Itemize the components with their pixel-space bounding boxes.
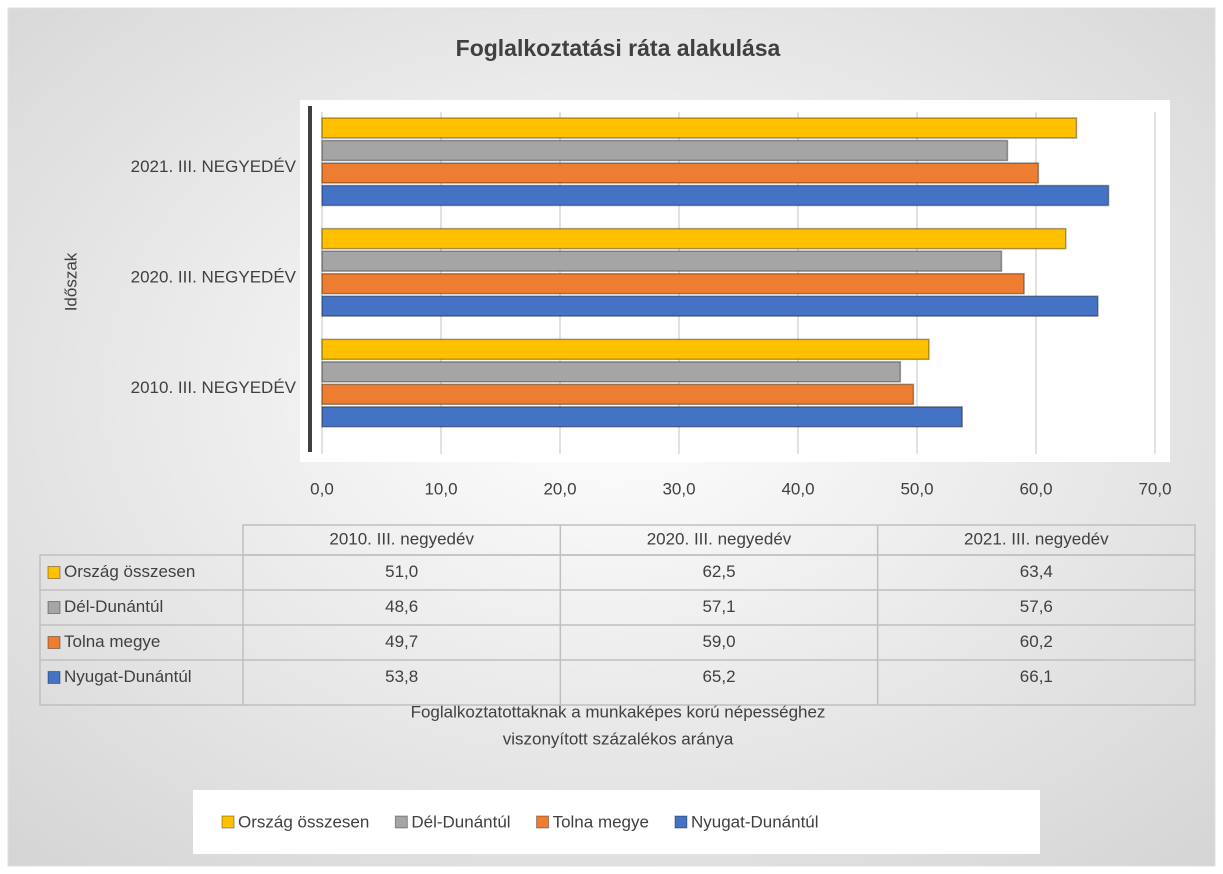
x-tick-label: 30,0 bbox=[662, 479, 695, 498]
chart-title: Foglalkoztatási ráta alakulása bbox=[456, 35, 781, 61]
legend-key bbox=[47, 671, 61, 684]
table-header: 2021. III. negyedév bbox=[964, 529, 1109, 548]
table-cell: 62,5 bbox=[702, 562, 735, 581]
table-header: 2020. III. negyedév bbox=[647, 529, 792, 548]
table-cell: 59,0 bbox=[702, 632, 735, 651]
x-axis-title: viszonyított százalékos aránya bbox=[503, 729, 734, 748]
x-tick-label: 70,0 bbox=[1138, 479, 1171, 498]
table-cell: 48,6 bbox=[385, 597, 418, 616]
table-cell: 49,7 bbox=[385, 632, 418, 651]
x-tick-label: 40,0 bbox=[781, 479, 814, 498]
table-row-label: Dél-Dunántúl bbox=[64, 597, 163, 616]
legend-label: Nyugat-Dunántúl bbox=[691, 812, 819, 831]
bar bbox=[321, 139, 1009, 162]
legend-swatch bbox=[394, 815, 408, 829]
legend-swatch bbox=[221, 815, 235, 829]
y-axis-title: Időszak bbox=[61, 252, 80, 311]
x-tick-label: 10,0 bbox=[424, 479, 457, 498]
legend-label: Ország összesen bbox=[238, 812, 369, 831]
bar bbox=[321, 295, 1099, 317]
table-body-border bbox=[39, 554, 1196, 706]
bar bbox=[321, 338, 930, 361]
bar bbox=[321, 184, 1110, 207]
legend-key bbox=[47, 636, 61, 649]
axis-wall bbox=[308, 106, 312, 452]
bar bbox=[321, 361, 902, 383]
legend-key bbox=[47, 566, 61, 579]
table-cell: 63,4 bbox=[1020, 562, 1053, 581]
bar bbox=[321, 117, 1078, 139]
x-tick-label: 0,0 bbox=[310, 479, 334, 498]
legend-label: Dél-Dunántúl bbox=[411, 812, 510, 831]
table-cell: 65,2 bbox=[702, 667, 735, 686]
x-axis-title: Foglalkoztatottaknak a munkaképes korú n… bbox=[411, 702, 826, 721]
table-row-label: Ország összesen bbox=[64, 562, 195, 581]
table-row-label: Nyugat-Dunántúl bbox=[64, 667, 192, 686]
legend-label: Tolna megye bbox=[553, 812, 649, 831]
table-cell: 66,1 bbox=[1020, 667, 1053, 686]
bar bbox=[321, 383, 915, 406]
bar bbox=[321, 250, 1003, 272]
table-cell: 51,0 bbox=[385, 562, 418, 581]
bar bbox=[321, 227, 1067, 250]
table-cell: 57,1 bbox=[702, 597, 735, 616]
bar bbox=[321, 162, 1040, 184]
bar bbox=[321, 272, 1025, 295]
table-cell: 57,6 bbox=[1020, 597, 1053, 616]
bar bbox=[321, 406, 963, 428]
x-tick-label: 60,0 bbox=[1019, 479, 1052, 498]
table-row-label: Tolna megye bbox=[64, 632, 160, 651]
y-tick-label: 2021. III. negyedév bbox=[131, 157, 297, 176]
table-cell: 60,2 bbox=[1020, 632, 1053, 651]
x-tick-label: 50,0 bbox=[900, 479, 933, 498]
x-tick-label: 20,0 bbox=[543, 479, 576, 498]
table-header: 2010. III. negyedév bbox=[329, 529, 474, 548]
legend-box bbox=[193, 790, 1040, 854]
y-tick-label: 2010. III. negyedév bbox=[131, 378, 297, 397]
y-tick-label: 2020. III. negyedév bbox=[131, 267, 297, 286]
legend-swatch bbox=[674, 815, 688, 829]
legend-swatch bbox=[536, 815, 550, 829]
table-cell: 53,8 bbox=[385, 667, 418, 686]
legend-key bbox=[47, 601, 61, 614]
